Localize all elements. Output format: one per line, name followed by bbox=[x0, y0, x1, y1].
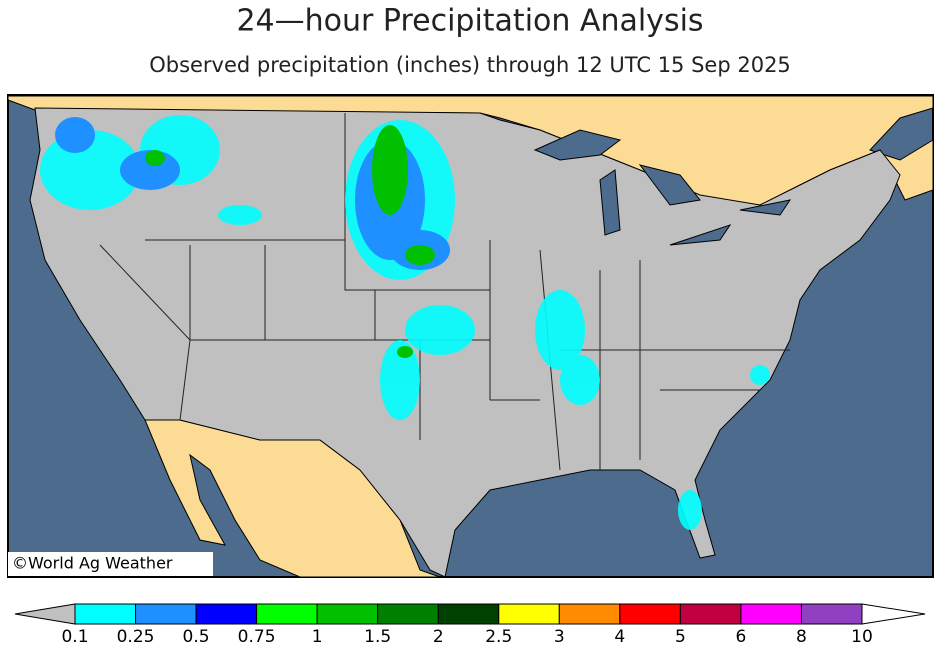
credit: ©World Ag Weather bbox=[12, 554, 173, 573]
color-segment bbox=[740, 603, 802, 625]
legend-label: 8 bbox=[796, 627, 807, 647]
color-segment bbox=[558, 603, 621, 625]
legend: 0.1 0.25 0.5 0.75 1 1.5 2 2.5 3 4 5 6 8 10 bbox=[14, 603, 926, 647]
title: 24—hour Precipitation Analysis bbox=[236, 4, 703, 39]
color-segment bbox=[256, 603, 318, 625]
legend-label: 1 bbox=[312, 627, 323, 647]
color-segment bbox=[74, 603, 137, 625]
credit-box bbox=[8, 552, 213, 576]
map: ©World Ag Weather bbox=[7, 94, 934, 578]
legend-label: 10 bbox=[851, 627, 873, 647]
legend-label: 2.5 bbox=[485, 627, 512, 647]
legend-label: 0.75 bbox=[238, 627, 276, 647]
legend-label: 2 bbox=[433, 627, 444, 647]
above-arrow bbox=[861, 603, 926, 625]
legend-label: 0.1 bbox=[61, 627, 88, 647]
legend-label: 4 bbox=[614, 627, 625, 647]
legend-label: 0.5 bbox=[183, 627, 210, 647]
color-segment bbox=[316, 603, 379, 625]
color-segment bbox=[195, 603, 258, 625]
legend-label: 0.25 bbox=[117, 627, 155, 647]
precip-heavy bbox=[145, 125, 435, 358]
legend-label: 6 bbox=[736, 627, 747, 647]
great-lakes bbox=[533, 129, 792, 246]
legend-label: 1.5 bbox=[364, 627, 391, 647]
color-segment bbox=[619, 603, 681, 625]
color-segment bbox=[679, 603, 742, 625]
color-segment bbox=[498, 603, 560, 625]
color-segment bbox=[135, 603, 197, 625]
below-arrow bbox=[14, 603, 76, 625]
subtitle: Observed precipitation (inches) through … bbox=[149, 53, 791, 77]
color-segment bbox=[377, 603, 439, 625]
legend-label: 3 bbox=[554, 627, 565, 647]
state-lines bbox=[99, 113, 790, 471]
legend-label: 5 bbox=[675, 627, 686, 647]
color-segment bbox=[437, 603, 500, 625]
color-segment bbox=[800, 603, 863, 625]
